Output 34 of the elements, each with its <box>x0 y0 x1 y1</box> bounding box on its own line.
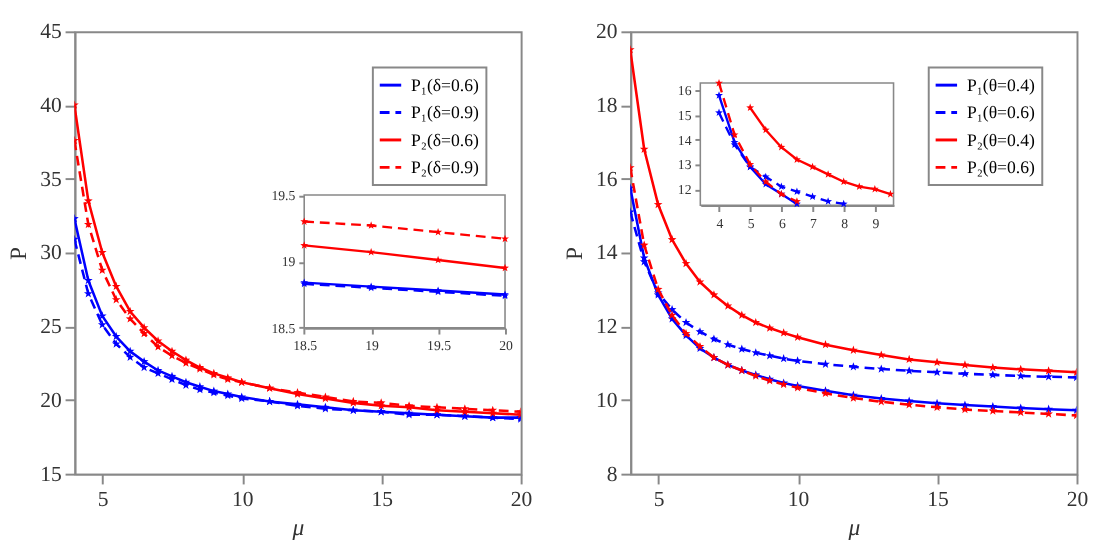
legend-label: P₂(δ=0.6) <box>411 129 480 150</box>
y-tick-label: 25 <box>40 315 62 340</box>
legend-label: P₁(δ=0.9) <box>411 102 480 123</box>
y-axis-title: P <box>562 246 589 260</box>
y-tick-label: 30 <box>40 241 62 266</box>
x-tick-label: 5 <box>97 487 109 512</box>
legend-label: P₂(θ=0.6) <box>966 157 1036 178</box>
legend-label: P₂(δ=0.9) <box>411 157 480 178</box>
x-tick-label: 10 <box>231 487 254 512</box>
x-axis-title: μ <box>290 515 305 542</box>
y-tick-label: 10 <box>596 388 618 413</box>
y-tick-label: 15 <box>40 462 62 487</box>
legend-label: P₁(θ=0.4) <box>966 75 1036 96</box>
y-axis-title: P <box>6 246 33 260</box>
y-tick-label: 14 <box>596 241 619 266</box>
legend-label: P₁(θ=0.6) <box>966 102 1036 123</box>
y-tick-label: 35 <box>40 167 62 192</box>
x-tick-label: 15 <box>927 487 949 512</box>
y-tick-label: 18 <box>596 93 618 118</box>
x-tick-label: 20 <box>510 487 533 512</box>
y-tick-label: 45 <box>40 20 62 45</box>
y-tick-label: 40 <box>40 93 62 118</box>
x-tick-label: 5 <box>653 487 665 512</box>
y-tick-label: 20 <box>40 388 62 413</box>
y-tick-label: 12 <box>596 315 618 340</box>
legend-label: P₂(θ=0.4) <box>966 129 1036 150</box>
x-tick-label: 15 <box>371 487 393 512</box>
y-tick-label: 16 <box>596 167 619 192</box>
legend-label: P₁(δ=0.6) <box>411 75 480 96</box>
x-tick-label: 20 <box>1066 487 1089 512</box>
x-tick-label: 10 <box>787 487 810 512</box>
y-tick-label: 8 <box>606 462 618 487</box>
y-tick-label: 20 <box>596 20 618 45</box>
x-axis-title: μ <box>846 515 861 542</box>
